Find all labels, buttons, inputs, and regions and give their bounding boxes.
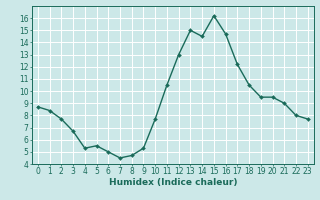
X-axis label: Humidex (Indice chaleur): Humidex (Indice chaleur) (108, 178, 237, 187)
